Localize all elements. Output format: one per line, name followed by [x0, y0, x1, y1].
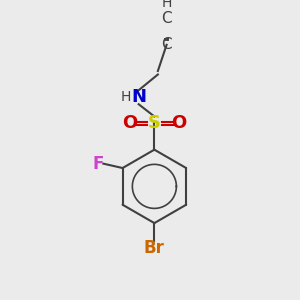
Text: F: F	[92, 155, 104, 173]
Text: H: H	[120, 90, 131, 104]
Text: C: C	[161, 11, 172, 26]
Text: O: O	[122, 115, 137, 133]
Text: S: S	[148, 115, 161, 133]
Text: O: O	[171, 115, 187, 133]
Text: C: C	[161, 37, 172, 52]
Text: N: N	[131, 88, 146, 106]
Text: Br: Br	[144, 238, 165, 256]
Text: H: H	[161, 0, 172, 10]
